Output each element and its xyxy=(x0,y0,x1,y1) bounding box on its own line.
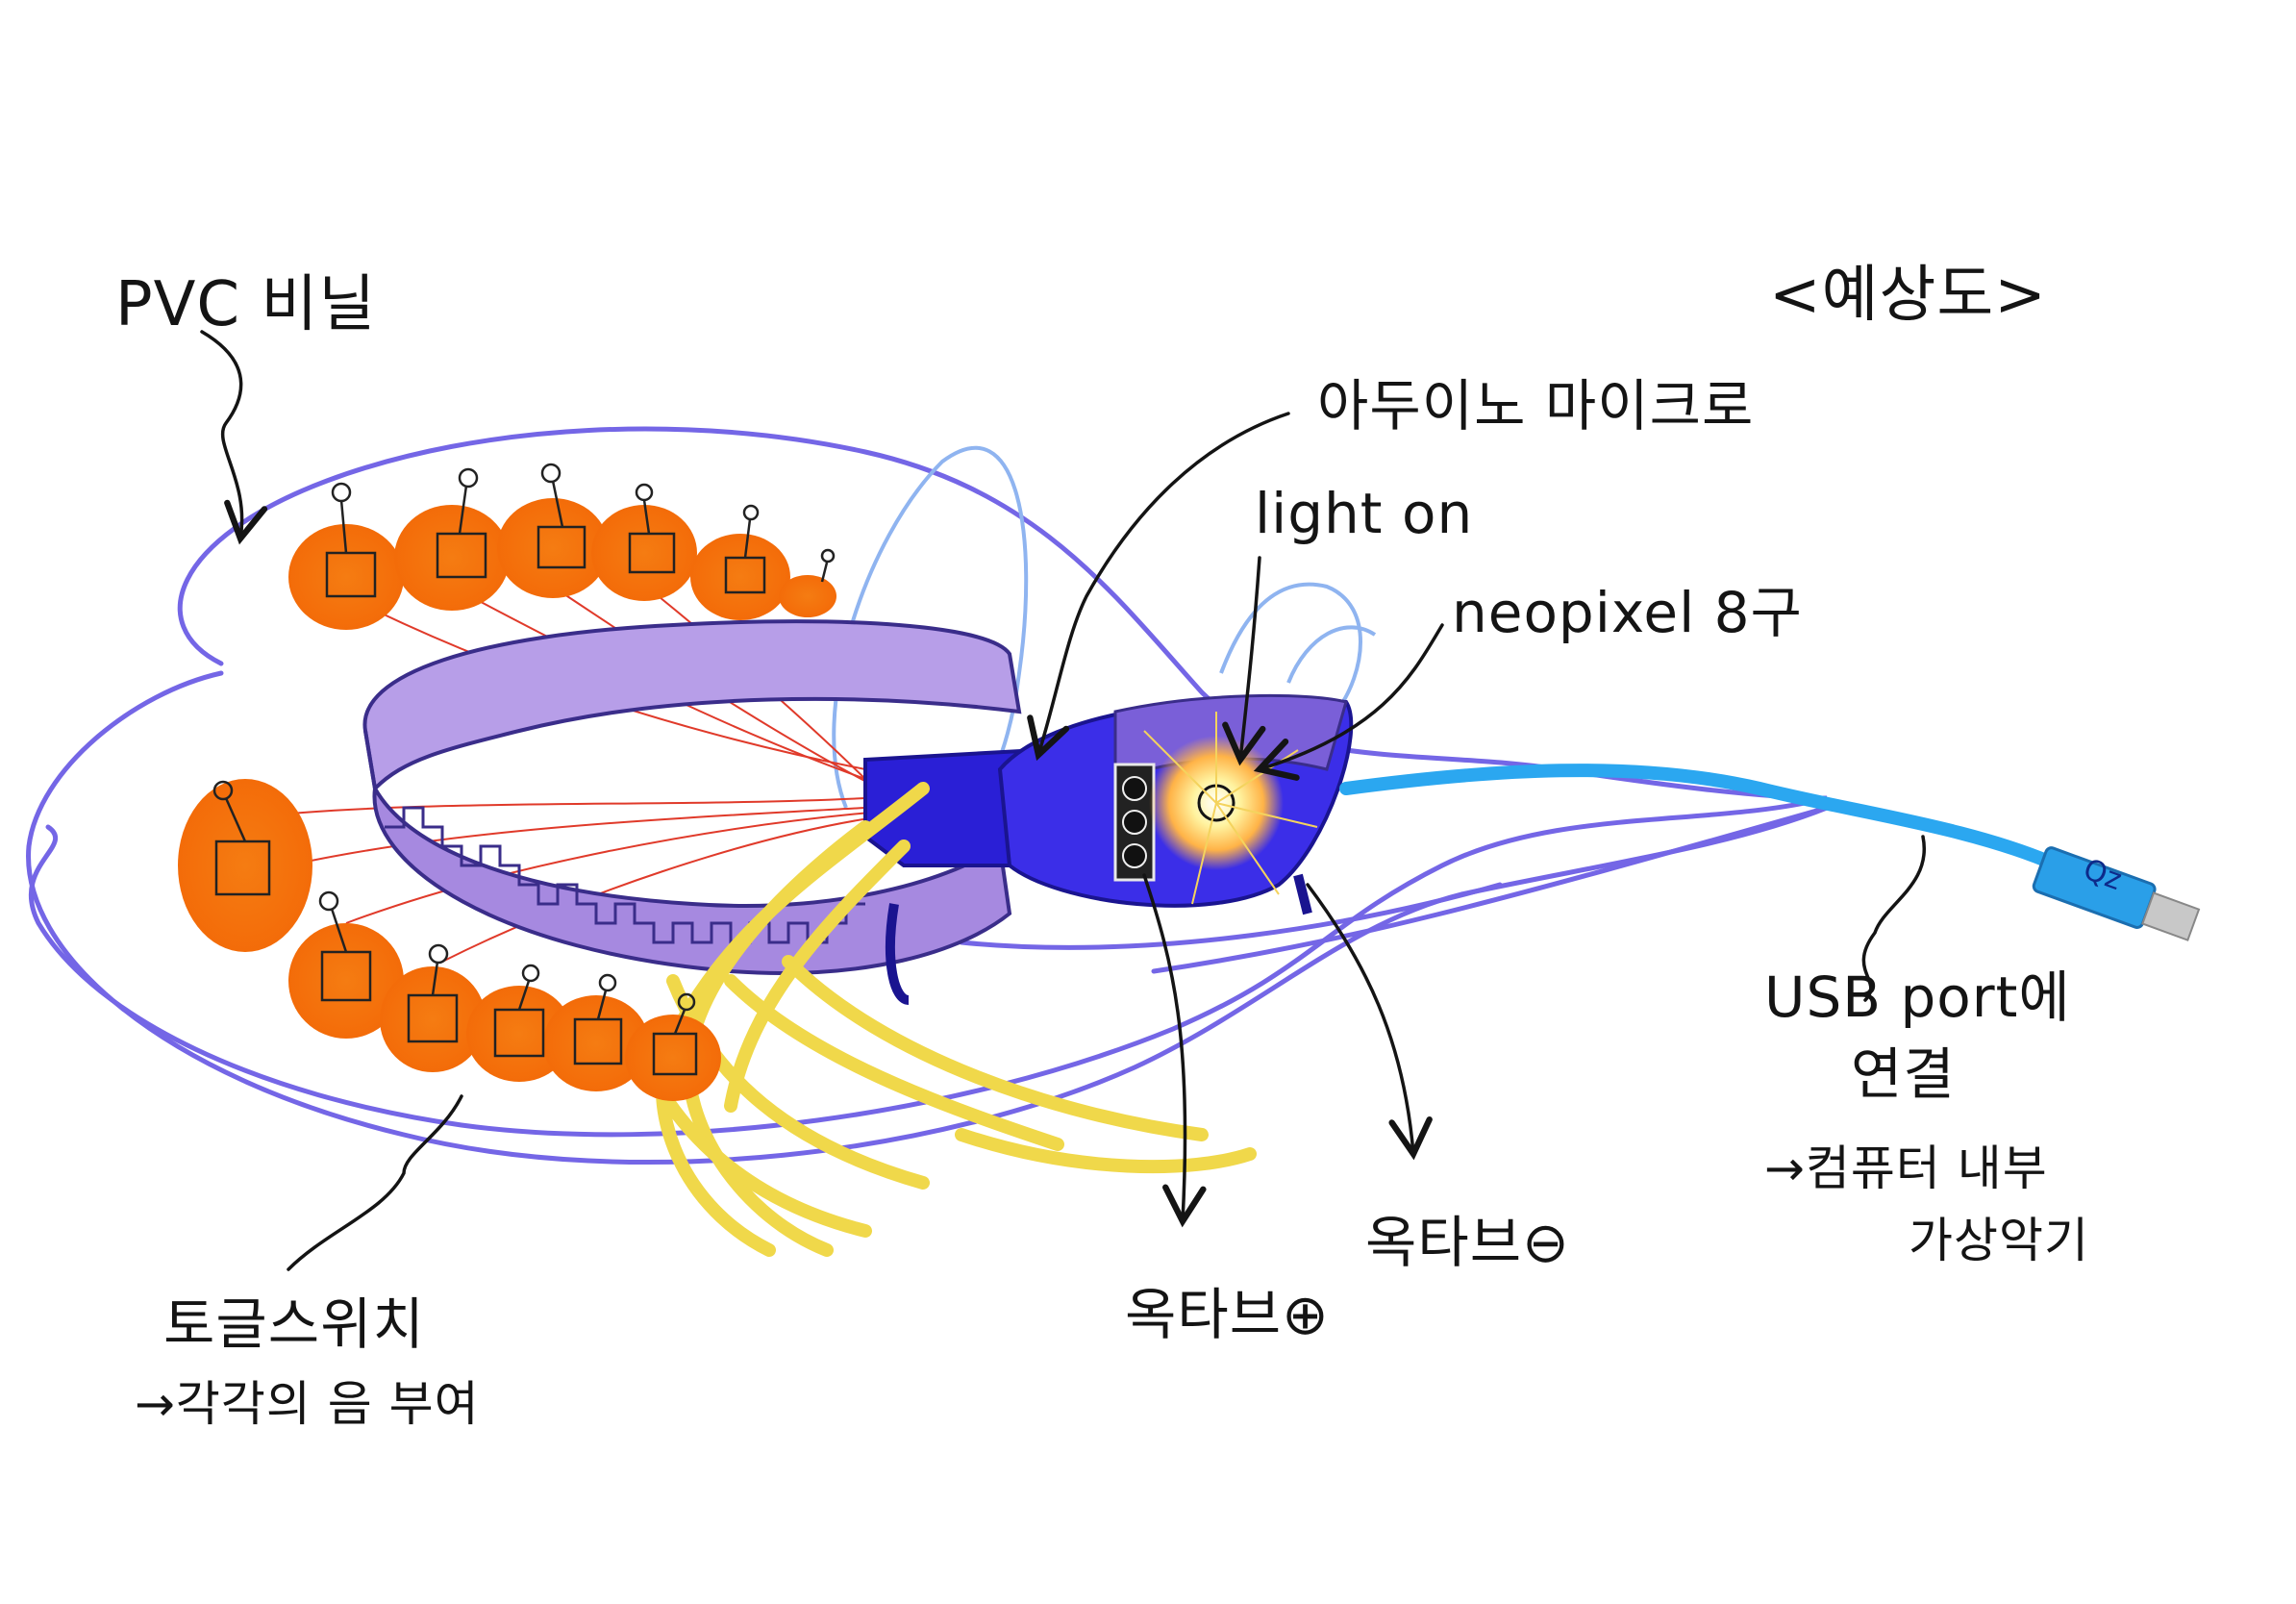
pvc-arrow xyxy=(200,330,268,545)
usb-note-line1: →컴퓨터 내부 xyxy=(1764,1140,2048,1196)
octave-plus-label: 옥타브⊕ xyxy=(1125,1282,1330,1347)
neopixel-glow xyxy=(1143,712,1318,905)
arduino-board xyxy=(863,693,1354,1005)
light-on-arrow xyxy=(1222,556,1266,766)
toggle-label: 토글스위치 xyxy=(163,1291,425,1357)
usb-note-line2: 가상악기 xyxy=(1909,1213,2089,1268)
arduino-label: 아두이노 마이크로 xyxy=(1317,373,1755,439)
octave-minus-label: 옥타브⊖ xyxy=(1365,1210,1570,1275)
purple-band xyxy=(362,619,1022,975)
light-on-label: light on xyxy=(1255,481,1474,546)
diagram-title: <예상도> xyxy=(1769,260,2047,331)
octave-plus-arrow xyxy=(1142,873,1207,1228)
pvc-label: PVC 비닐 xyxy=(115,269,377,340)
toggle-switches-top xyxy=(288,463,836,630)
octave-minus-arrow xyxy=(1306,883,1433,1161)
toggle-arrow xyxy=(287,1094,463,1271)
usb-arrow xyxy=(1861,835,1927,1002)
toggle-note: →각각의 음 부여 xyxy=(135,1376,480,1432)
usb-label-line2: 연결 xyxy=(1851,1041,1956,1107)
usb-label-line1: USB port에 xyxy=(1764,965,2071,1030)
usb-cable xyxy=(1339,764,2201,941)
neopixel-label: neopixel 8구 xyxy=(1452,580,1803,645)
neopixel-arrow xyxy=(1253,623,1444,781)
annotation-arrows xyxy=(200,330,1927,1271)
toggle-switches-bottom xyxy=(178,779,721,1101)
arduino-arrow xyxy=(1027,412,1290,762)
